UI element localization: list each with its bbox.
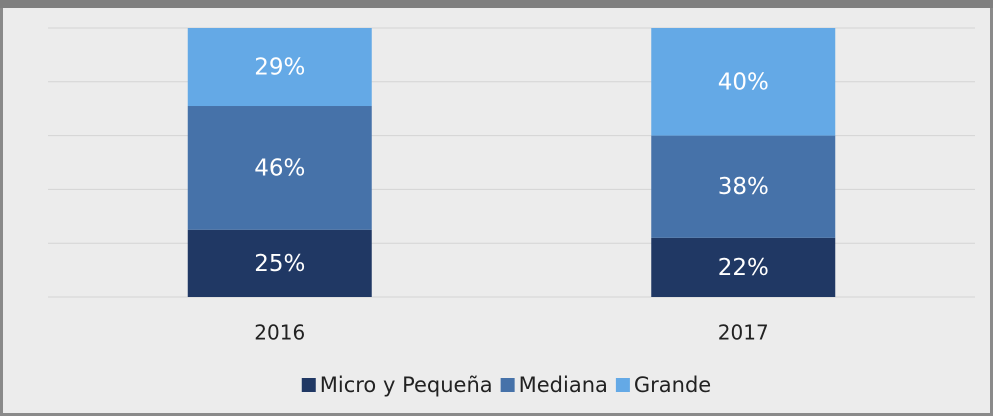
- bar-segment: [187, 229, 372, 297]
- value-label: 29%: [254, 55, 305, 81]
- legend-label: Mediana: [519, 373, 608, 397]
- top-bar: [0, 0, 993, 8]
- legend-swatch: [500, 378, 515, 392]
- bar-segment: [651, 135, 836, 238]
- legend-label: Grande: [634, 373, 711, 397]
- value-label: 25%: [254, 251, 305, 277]
- x-tick-label: 2017: [718, 321, 769, 345]
- x-tick-label: 2016: [254, 321, 305, 345]
- legend-swatch: [615, 378, 630, 392]
- value-label: 46%: [254, 155, 305, 181]
- value-label: 40%: [718, 69, 769, 95]
- bar-segment: [651, 28, 836, 136]
- bar-segment: [187, 106, 372, 230]
- value-label: 22%: [718, 255, 769, 281]
- legend-label: Micro y Pequeña: [320, 373, 493, 397]
- bar-segment: [187, 28, 372, 107]
- legend-swatch: [301, 378, 316, 392]
- value-label: 38%: [718, 174, 769, 200]
- bar-segment: [651, 237, 836, 297]
